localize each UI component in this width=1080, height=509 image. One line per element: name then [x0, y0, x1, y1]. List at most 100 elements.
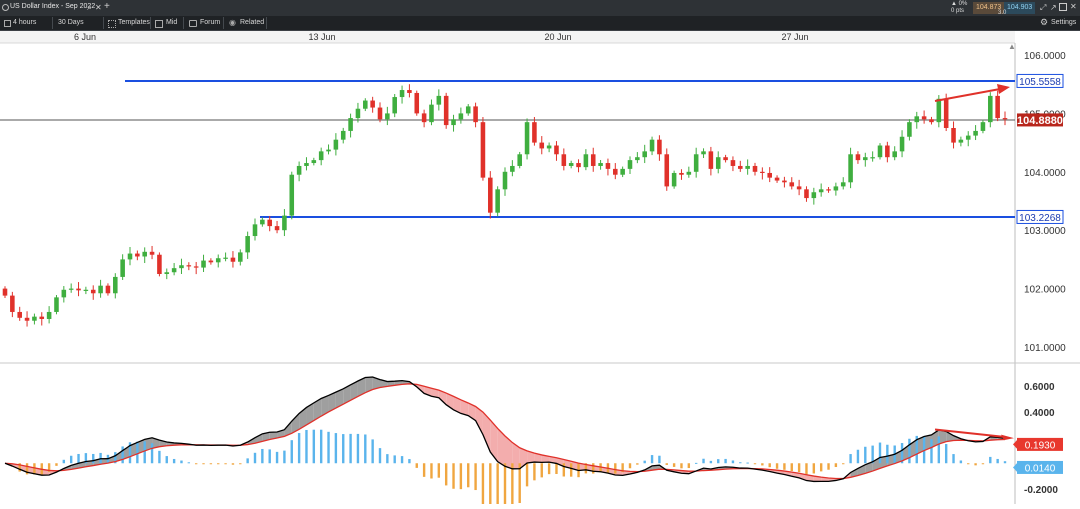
candle-body: [826, 189, 831, 190]
histogram-bar: [342, 434, 344, 463]
candle-body: [17, 312, 22, 318]
candle-body: [356, 109, 361, 118]
price-tick-label: 102.0000: [1024, 285, 1066, 296]
histogram-bar: [151, 443, 153, 463]
histogram-bar: [195, 463, 197, 464]
histogram-bar: [886, 445, 888, 464]
axis-scroll-up-icon[interactable]: ▲: [1008, 42, 1016, 51]
timeframe-selector[interactable]: 4 hours: [13, 18, 36, 28]
histogram-bar: [283, 451, 285, 464]
histogram-bar: [710, 461, 712, 463]
candle-body: [856, 154, 861, 160]
forum-button[interactable]: Forum: [200, 18, 220, 28]
time-tick-label: 27 Jun: [781, 32, 808, 42]
buy-price-button[interactable]: 104.903: [1004, 2, 1035, 14]
histogram-bar: [783, 463, 785, 470]
candle-body: [216, 258, 221, 262]
candle-body: [341, 131, 346, 140]
candle-body: [628, 160, 633, 169]
candle-body: [812, 192, 817, 198]
histogram-bar: [92, 454, 94, 463]
macd-line: [5, 377, 1005, 481]
histogram-bar: [761, 463, 763, 465]
histogram-bar: [423, 463, 425, 477]
histogram-bar: [386, 454, 388, 463]
candle-body: [194, 266, 199, 267]
candle-body: [407, 90, 412, 93]
candle-body: [326, 150, 331, 152]
histogram-bar: [276, 452, 278, 463]
histogram-bar: [254, 453, 256, 463]
related-button[interactable]: Related: [240, 18, 264, 28]
candle-body: [201, 261, 206, 268]
price-type-selector[interactable]: Mid: [166, 18, 177, 28]
candle-body: [164, 272, 169, 274]
divider: [52, 17, 53, 29]
change-readout: ▲ 0% 0 pts: [951, 1, 973, 15]
horizontal-lines[interactable]: [0, 81, 1015, 217]
settings-icon[interactable]: ⚙: [1040, 17, 1048, 28]
candle-body: [606, 163, 611, 169]
candle-body: [488, 178, 493, 213]
tab-icon: [2, 4, 9, 11]
close-tab-icon[interactable]: ✕: [95, 3, 102, 12]
histogram-bar: [629, 463, 631, 468]
candle-body: [525, 122, 530, 154]
new-tab-icon[interactable]: +: [104, 1, 110, 12]
histogram-bar: [754, 463, 756, 464]
histogram-bar: [776, 463, 778, 469]
search-icon[interactable]: ⌕: [87, 2, 92, 13]
histogram-bar: [416, 463, 418, 468]
histogram-bar: [746, 463, 748, 464]
histogram-bar: [313, 430, 315, 464]
tab-title[interactable]: US Dollar Index - Sep 2022: [10, 3, 95, 10]
candle-body: [157, 255, 162, 274]
candle-body: [598, 163, 603, 166]
maximize-icon[interactable]: [1059, 3, 1067, 11]
candle-body: [385, 113, 390, 119]
histogram-bar: [805, 463, 807, 474]
histogram-bar: [430, 463, 432, 478]
histogram-bar: [70, 456, 72, 463]
candle-body: [664, 154, 669, 186]
candle-body: [378, 108, 383, 120]
histogram-bar: [835, 463, 837, 467]
candle-body: [995, 96, 1000, 118]
time-tick-label: 20 Jun: [544, 32, 571, 42]
candle-body: [76, 289, 81, 291]
close-window-icon[interactable]: ✕: [1070, 2, 1077, 11]
histogram-bar: [570, 463, 572, 476]
candle-body: [709, 151, 714, 169]
popout-icon[interactable]: ↗: [1050, 3, 1057, 12]
candle-body: [3, 289, 8, 296]
histogram-bar: [857, 450, 859, 464]
candle-body: [804, 189, 809, 198]
histogram-bar: [298, 433, 300, 463]
candle-body: [267, 220, 272, 226]
histogram-bar: [452, 463, 454, 489]
pin-icon[interactable]: ⤢: [1040, 3, 1046, 13]
candle-body: [459, 113, 464, 119]
histogram-bar: [482, 463, 484, 504]
candle-body: [767, 173, 772, 178]
histogram-bar: [526, 463, 528, 486]
histogram-bar: [357, 434, 359, 463]
templates-button[interactable]: Templates: [118, 18, 150, 28]
range-selector[interactable]: 30 Days: [58, 18, 84, 28]
candle-body: [716, 157, 721, 169]
candle-body: [120, 259, 125, 277]
candle-body: [517, 154, 522, 166]
candle-body: [209, 261, 214, 263]
settings-button[interactable]: Settings: [1051, 18, 1076, 28]
histogram-bar: [496, 463, 498, 504]
candle-body: [429, 105, 434, 123]
candle-body: [569, 163, 574, 166]
histogram-bar: [592, 463, 594, 473]
histogram-bar: [666, 463, 668, 465]
change-pct: ▲ 0%: [951, 1, 973, 8]
current-price-tag: 104.8880: [1017, 113, 1063, 127]
candle-body: [466, 106, 471, 113]
histogram-bar: [173, 459, 175, 463]
